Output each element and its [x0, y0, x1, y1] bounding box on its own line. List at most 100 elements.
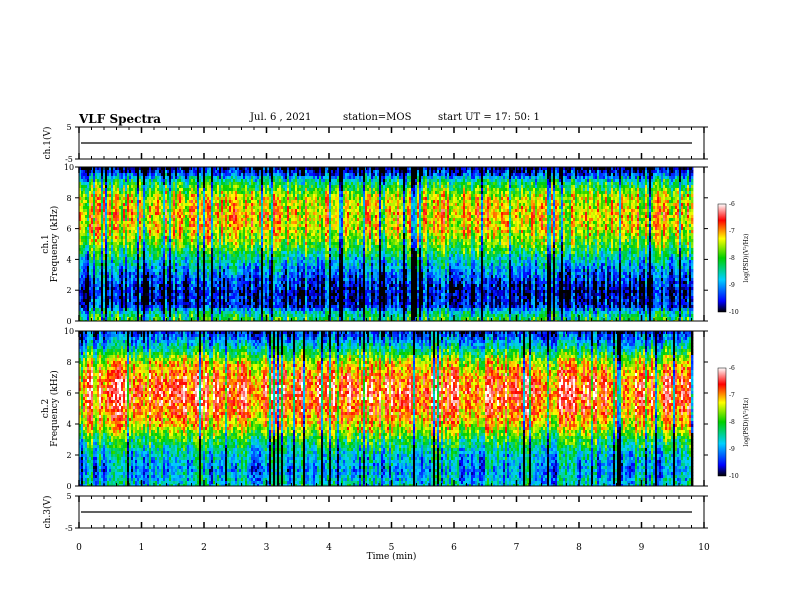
psd-cell	[89, 185, 92, 189]
psd-cell	[79, 233, 82, 237]
psd-cell	[169, 293, 172, 297]
psd-cell	[99, 185, 102, 189]
psd-cell	[193, 200, 196, 204]
psd-cell	[83, 272, 86, 276]
psd-cell	[141, 308, 144, 312]
psd-cell	[165, 293, 168, 297]
psd-cell	[149, 185, 152, 189]
psd-cell	[181, 296, 184, 300]
psd-cell	[105, 284, 108, 288]
psd-cell	[155, 203, 158, 207]
psd-cell	[83, 278, 86, 282]
psd-cell	[117, 236, 120, 240]
psd-cell	[167, 218, 170, 222]
psd-cell	[173, 296, 176, 300]
psd-cell	[111, 197, 114, 201]
psd-cell	[183, 230, 186, 234]
psd-cell	[141, 203, 144, 207]
psd-cell	[87, 233, 90, 237]
psd-cell	[85, 257, 88, 261]
psd-cell	[159, 311, 162, 315]
psd-cell	[137, 230, 140, 234]
psd-cell	[159, 242, 162, 246]
psd-cell	[81, 278, 84, 282]
psd-cell	[145, 257, 148, 261]
psd-cell	[99, 176, 102, 180]
psd-cell	[83, 287, 86, 291]
psd-cell	[123, 263, 126, 267]
psd-cell	[171, 197, 174, 201]
psd-cell	[103, 173, 106, 177]
psd-cell	[149, 239, 152, 243]
psd-cell	[121, 257, 124, 261]
psd-cell	[131, 191, 134, 195]
psd-cell	[127, 167, 130, 171]
psd-cell	[115, 314, 118, 318]
psd-cell	[95, 206, 98, 210]
psd-cell	[87, 191, 90, 195]
psd-cell	[161, 233, 164, 237]
psd-cell	[115, 197, 118, 201]
psd-cell	[79, 278, 82, 282]
psd-cell	[111, 236, 114, 240]
psd-cell	[97, 260, 100, 264]
psd-cell	[167, 284, 170, 288]
psd-cell	[129, 209, 132, 213]
psd-cell	[155, 206, 158, 210]
psd-cell	[129, 266, 132, 270]
psd-cell	[95, 290, 98, 294]
psd-cell	[165, 242, 168, 246]
psd-cell	[157, 263, 160, 267]
psd-cell	[153, 260, 156, 264]
psd-cell	[161, 269, 164, 273]
psd-cell	[149, 302, 152, 306]
psd-cell	[143, 167, 146, 171]
psd-cell	[197, 221, 200, 225]
psd-cell	[115, 203, 118, 207]
psd-cell	[157, 269, 160, 273]
psd-cell	[145, 200, 148, 204]
psd-cell	[153, 194, 156, 198]
psd-cell	[107, 203, 110, 207]
psd-cell	[139, 227, 142, 231]
psd-cell	[165, 290, 168, 294]
psd-cell	[79, 182, 82, 186]
psd-cell	[107, 185, 110, 189]
psd-cell	[193, 293, 196, 297]
psd-cell	[151, 308, 154, 312]
psd-cell	[89, 188, 92, 192]
psd-cell	[175, 260, 178, 264]
psd-cell	[181, 173, 184, 177]
psd-cell	[183, 188, 186, 192]
psd-cell	[175, 218, 178, 222]
psd-cell	[111, 254, 114, 258]
psd-cell	[137, 314, 140, 318]
psd-cell	[159, 290, 162, 294]
psd-cell	[169, 284, 172, 288]
psd-cell	[143, 281, 146, 285]
psd-cell	[103, 176, 106, 180]
psd-cell	[131, 317, 134, 321]
psd-cell	[87, 311, 90, 315]
psd-cell	[131, 266, 134, 270]
psd-cell	[129, 179, 132, 183]
psd-cell	[143, 212, 146, 216]
psd-cell	[195, 170, 198, 174]
psd-cell	[183, 209, 186, 213]
psd-cell	[89, 170, 92, 174]
psd-cell	[161, 188, 164, 192]
psd-cell	[117, 206, 120, 210]
psd-cell	[153, 173, 156, 177]
psd-cell	[143, 236, 146, 240]
psd-cell	[87, 254, 90, 258]
psd-cell	[151, 191, 154, 195]
psd-cell	[145, 218, 148, 222]
psd-cell	[191, 290, 194, 294]
psd-cell	[161, 239, 164, 243]
psd-cell	[99, 224, 102, 228]
psd-cell	[187, 194, 190, 198]
psd-cell	[95, 170, 98, 174]
psd-cell	[143, 251, 146, 255]
psd-cell	[183, 263, 186, 267]
psd-cell	[171, 314, 174, 318]
